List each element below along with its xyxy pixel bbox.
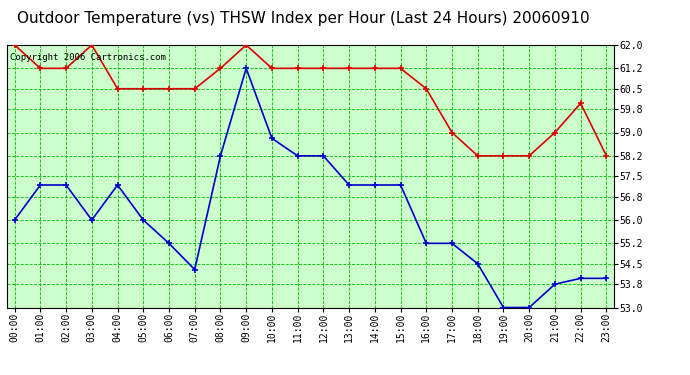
Text: Outdoor Temperature (vs) THSW Index per Hour (Last 24 Hours) 20060910: Outdoor Temperature (vs) THSW Index per … bbox=[17, 11, 590, 26]
Text: Copyright 2006 Cartronics.com: Copyright 2006 Cartronics.com bbox=[10, 53, 166, 62]
